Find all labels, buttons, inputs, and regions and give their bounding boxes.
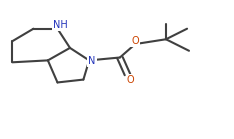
Text: O: O xyxy=(132,36,139,46)
Text: O: O xyxy=(127,75,134,85)
Text: N: N xyxy=(88,56,96,66)
Text: NH: NH xyxy=(53,20,68,30)
